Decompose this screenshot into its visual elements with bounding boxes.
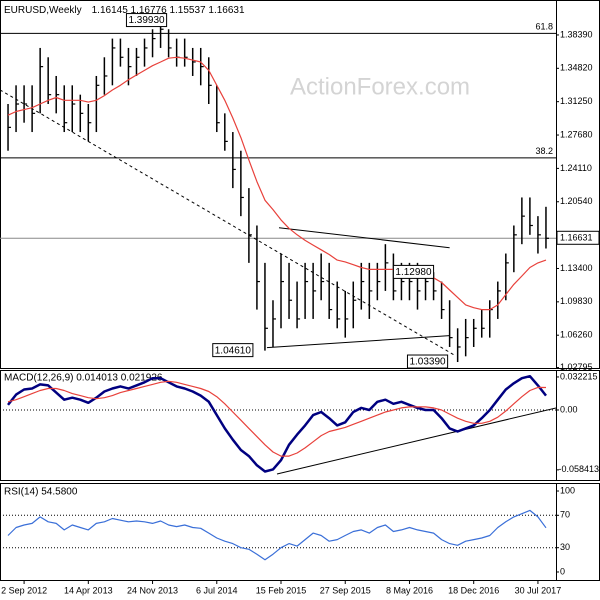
y-tick-label: 1.38390 [560, 29, 593, 39]
annotation-label: 1.12980 [395, 267, 432, 278]
x-tick-label: 24 Nov 2013 [127, 585, 178, 595]
y-tick-label: 1.09830 [560, 296, 593, 306]
y-tick-label: 1.02795 [560, 362, 593, 372]
series-line [7, 374, 547, 473]
annotation-box [406, 354, 449, 369]
y-tick-label: 1.27680 [560, 129, 593, 139]
y-tick-label: 1.24110 [560, 163, 592, 173]
series-line [7, 509, 547, 561]
plot-area [0, 374, 556, 475]
rsi-title: RSI(14) 54.5800 [4, 487, 78, 498]
x-tick-label: 15 Feb 2015 [256, 585, 307, 595]
y-tick-label: 1.13400 [560, 263, 593, 273]
x-tick-label: 30 Jul 2017 [515, 585, 562, 595]
plot-area [0, 509, 556, 561]
annotation-label: 1.04610 [215, 345, 252, 356]
y-tick-label: 1.06260 [560, 330, 593, 340]
last-price-box [556, 230, 600, 245]
chart-title: EURUSD,Weekly 1.16145 1.16776 1.15537 1.1… [4, 5, 245, 16]
x-tick-label: 18 Dec 2016 [448, 585, 499, 595]
y-tick-label: 0.00 [560, 404, 578, 414]
y-tick-label: 30 [560, 542, 570, 552]
y-tick-label: 70 [560, 510, 570, 520]
y-tick-label: 1.20540 [560, 196, 593, 206]
annotation-box [125, 13, 168, 28]
series-line [7, 380, 547, 457]
fib-label: 38.2 [535, 146, 553, 156]
trendline [278, 227, 450, 249]
fib-label: 61.8 [535, 22, 553, 32]
trendline [276, 407, 556, 475]
annotation-box [392, 264, 435, 279]
annotation-box [212, 343, 254, 358]
watermark: ActionForex.com [290, 73, 470, 100]
y-tick-label: 1.34820 [560, 63, 593, 73]
series-line [7, 56, 547, 311]
x-tick-label: 14 Apr 2013 [64, 585, 113, 595]
macd-title: MACD(12,26,9) 0.014013 0.021926 [4, 373, 163, 384]
last-price-label: 1.16631 [560, 233, 593, 243]
y-tick-label: -0.058413 [558, 464, 599, 474]
x-tick-label: 6 Jul 2014 [196, 585, 238, 595]
y-tick-label: 0 [560, 566, 565, 576]
annotation-label: 1.39930 [128, 15, 165, 26]
x-tick-label: 2 Sep 2012 [1, 585, 47, 595]
title: EURUSD,Weekly [4, 5, 82, 16]
x-tick-label: 27 Sep 2015 [320, 585, 371, 595]
trendline [266, 335, 450, 349]
subtitle: 1.16145 1.16776 1.15537 1.16631 [92, 5, 245, 16]
y-tick-label: 1.31250 [560, 96, 593, 106]
y-tick-label: 0.032215 [560, 371, 598, 381]
annotation-label: 1.03390 [409, 357, 446, 368]
x-tick-label: 8 May 2016 [386, 585, 433, 595]
y-tick-label: 100 [560, 485, 575, 495]
